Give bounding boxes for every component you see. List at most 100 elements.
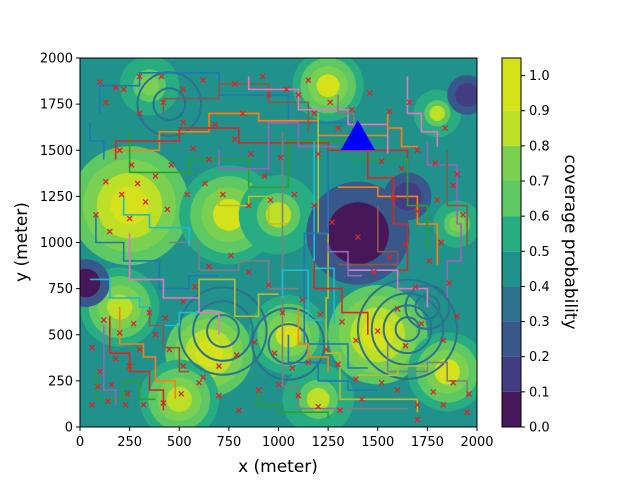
endpoint-marker <box>215 363 222 370</box>
endpoint-marker <box>102 178 109 185</box>
coverage-ring <box>206 314 240 348</box>
y-tick-label: 1000 <box>40 236 73 251</box>
endpoint-marker <box>126 215 133 222</box>
colorbar-tick-label: 0.1 <box>529 385 550 400</box>
coverage-hotspot-band <box>306 387 330 411</box>
coverage-hotspot-band <box>316 74 340 98</box>
endpoint-marker <box>394 305 401 312</box>
colorbar-tick-label: 0.5 <box>529 245 550 260</box>
colorbar-segment <box>502 110 521 146</box>
endpoint-marker <box>259 73 266 80</box>
endpoint-marker <box>168 162 175 168</box>
endpoint-marker <box>414 401 421 408</box>
endpoint-marker <box>348 106 355 113</box>
colorbar: 0.0 0.1 0.2 0.3 0.4 0.5 0.6 0.7 0.8 0.9 1.0 <box>501 57 550 436</box>
endpoint-marker <box>299 296 306 303</box>
endpoint-marker <box>378 379 385 386</box>
endpoint-marker <box>136 346 143 353</box>
endpoint-marker <box>450 379 457 386</box>
uav-trajectory <box>198 278 279 318</box>
x-tick-label: 250 <box>117 435 142 450</box>
uav-trajectory <box>297 307 329 372</box>
endpoint-marker <box>291 191 298 198</box>
uav-trajectories <box>89 72 468 418</box>
endpoint-marker <box>378 158 385 165</box>
colorbar-segment <box>502 321 521 357</box>
endpoint-marker <box>200 374 207 381</box>
colorbar-segment <box>502 251 521 287</box>
uav-trajectory <box>337 94 355 132</box>
endpoint-marker <box>112 84 119 91</box>
x-tick-label: 500 <box>167 435 192 450</box>
uav-trajectory <box>327 242 362 277</box>
endpoint-marker <box>233 352 240 359</box>
x-tick-label: 750 <box>216 435 241 450</box>
endpoint-marker <box>283 86 290 93</box>
uav-trajectory <box>122 196 190 247</box>
endpoint-marker <box>305 359 312 366</box>
uav-trajectory <box>348 158 429 252</box>
colorbar-segment <box>502 391 521 427</box>
uav-trajectory <box>281 131 408 410</box>
endpoint-marker <box>323 346 330 353</box>
endpoint-marker <box>136 110 143 117</box>
endpoint-marker <box>414 416 421 423</box>
endpoint-marker <box>160 99 167 106</box>
endpoint-marker <box>120 86 127 93</box>
endpoint-marker <box>446 280 453 287</box>
colorbar-tick-label: 0.8 <box>529 139 550 154</box>
coverage-hotspot-band <box>361 318 394 351</box>
y-axis-label: y (meter) <box>12 202 32 282</box>
endpoint-marker <box>235 407 242 414</box>
endpoint-marker <box>315 403 322 410</box>
endpoint-marker <box>275 381 282 388</box>
endpoint-marker <box>164 206 171 213</box>
endpoint-marker <box>271 350 278 357</box>
colorbar-tick-label: 0.7 <box>529 175 550 190</box>
endpoint-marker <box>215 392 222 399</box>
endpoint-marker <box>265 281 272 288</box>
endpoint-marker <box>265 91 272 98</box>
endpoint-marker <box>128 162 135 168</box>
endpoint-marker <box>245 202 252 209</box>
endpoint-marker <box>108 381 115 388</box>
endpoint-marker <box>130 320 137 327</box>
endpoint-marker <box>178 390 185 397</box>
endpoint-marker <box>315 150 322 157</box>
colorbar-tick-label: 0.2 <box>529 350 550 365</box>
colorbar-tick-label: 0.6 <box>529 210 550 225</box>
uav-trajectory <box>386 344 468 400</box>
uav-trajectory <box>128 233 220 335</box>
endpoint-marker <box>245 269 252 275</box>
endpoint-marker <box>430 388 437 395</box>
coverage-ring <box>356 278 459 380</box>
endpoint-marker <box>406 99 413 106</box>
endpoint-marker <box>432 160 439 167</box>
endpoint-marker <box>140 401 147 408</box>
uav-trajectory <box>89 278 200 327</box>
y-tick-label: 500 <box>48 328 73 343</box>
colorbar-tick-label: 0.4 <box>529 280 550 295</box>
uav-trajectory <box>386 113 418 148</box>
y-tick-label: 0 <box>65 421 73 436</box>
x-axis: 0 250 500 750 1000 1250 1500 1750 2000 <box>76 427 494 450</box>
uav-trajectory <box>366 141 409 272</box>
endpoint-marker <box>116 147 123 154</box>
y-tick-label: 250 <box>48 374 73 389</box>
endpoint-marker <box>100 317 107 323</box>
endpoint-marker <box>295 91 302 98</box>
endpoint-marker <box>279 309 286 316</box>
y-tick-label: 2000 <box>40 52 73 67</box>
endpoint-marker <box>464 409 471 416</box>
endpoint-marker <box>239 110 246 117</box>
endpoint-marker <box>96 79 103 85</box>
endpoint-marker <box>116 329 123 336</box>
coverage-hotspot-band <box>106 294 133 320</box>
colorbar-segment <box>502 145 521 181</box>
endpoint-marker <box>402 342 409 349</box>
endpoint-marker <box>412 283 419 290</box>
colorbar-tick-label: 0.3 <box>529 315 550 330</box>
uav-trajectory <box>247 76 389 154</box>
endpoint-marker <box>267 197 274 204</box>
endpoint-marker <box>118 191 125 198</box>
